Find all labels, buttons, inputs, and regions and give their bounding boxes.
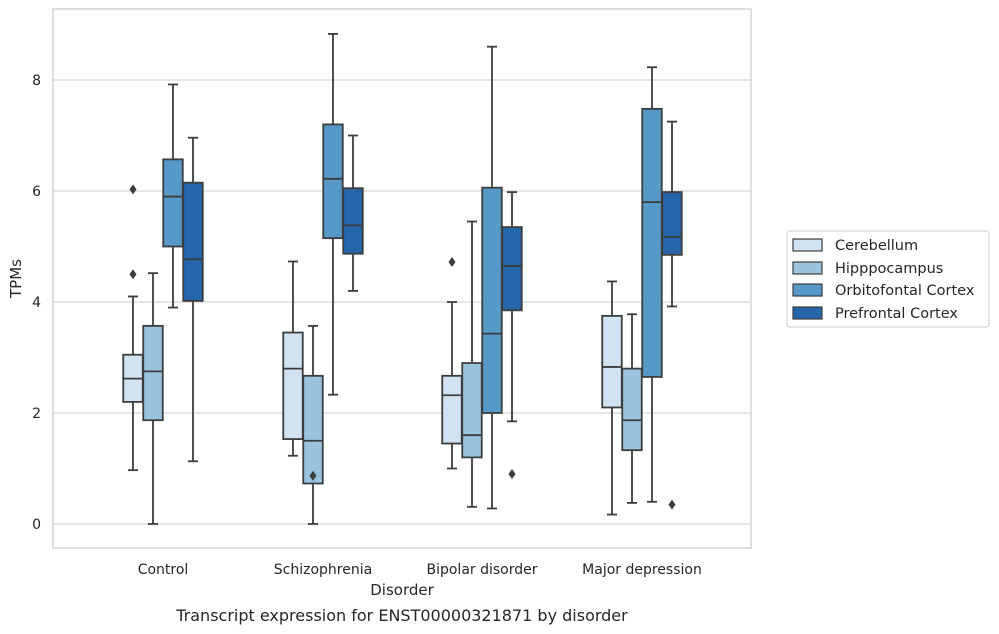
box-body bbox=[142, 324, 164, 422]
boxes-layer bbox=[122, 33, 683, 525]
box-body bbox=[501, 226, 523, 312]
y-tick-label: 8 bbox=[32, 73, 41, 89]
box-2-3 bbox=[641, 66, 663, 503]
box-body bbox=[441, 374, 463, 445]
legend: Cerebellum Hipppocampus Orbitofontal Corte… bbox=[786, 230, 990, 328]
box-body bbox=[182, 181, 204, 302]
box-2-2 bbox=[481, 45, 503, 510]
outlier-point bbox=[129, 269, 137, 280]
legend-label: Prefrontal Cortex bbox=[835, 306, 958, 322]
box-0-3 bbox=[601, 280, 623, 516]
legend-swatch bbox=[792, 261, 823, 275]
box-body bbox=[601, 314, 623, 409]
x-tick-label: Bipolar disorder bbox=[426, 562, 537, 578]
box-body bbox=[162, 158, 184, 248]
y-tick-label: 0 bbox=[32, 517, 41, 533]
box-1-0 bbox=[142, 272, 164, 525]
box-3-1 bbox=[342, 134, 364, 292]
box-body bbox=[621, 367, 643, 452]
box-0-2 bbox=[441, 257, 463, 470]
x-tick-label: Schizophrenia bbox=[274, 562, 372, 578]
y-tick-label: 4 bbox=[32, 295, 41, 311]
outlier-point bbox=[668, 499, 676, 510]
box-0-0 bbox=[122, 184, 144, 472]
box-2-1 bbox=[322, 33, 344, 396]
legend-swatch bbox=[792, 306, 823, 320]
box-1-1 bbox=[302, 324, 324, 525]
legend-label: Cerebellum bbox=[835, 238, 918, 254]
box-body bbox=[661, 191, 683, 256]
box-body bbox=[342, 187, 364, 255]
legend-label: Hipppocampus bbox=[835, 261, 943, 277]
outlier-point bbox=[309, 470, 317, 481]
x-tick-label: Major depression bbox=[582, 562, 702, 578]
legend-item: Cerebellum bbox=[792, 238, 918, 254]
box-3-3 bbox=[661, 120, 683, 510]
box-1-2 bbox=[461, 220, 483, 508]
box-body bbox=[282, 331, 304, 440]
box-0-1 bbox=[282, 260, 304, 457]
box-body bbox=[641, 107, 663, 378]
outlier-point bbox=[508, 469, 516, 480]
legend-swatch bbox=[792, 283, 823, 297]
y-axis-title: TPMs bbox=[7, 259, 25, 299]
legend-item: Orbitofontal Cortex bbox=[792, 283, 975, 299]
y-tick-label: 6 bbox=[32, 184, 41, 200]
box-1-3 bbox=[621, 313, 643, 504]
legend-label: Orbitofontal Cortex bbox=[835, 283, 975, 299]
x-axis-title: Disorder bbox=[370, 581, 434, 599]
y-tick-labels: 0 2 4 6 8 bbox=[32, 73, 41, 533]
box-body bbox=[481, 186, 503, 414]
chart-caption: Transcript expression for ENST0000032187… bbox=[175, 606, 628, 625]
box-body bbox=[461, 362, 483, 459]
outlier-point bbox=[448, 257, 456, 268]
box-3-0 bbox=[182, 136, 204, 463]
box-2-0 bbox=[162, 83, 184, 309]
outlier-point bbox=[129, 184, 137, 195]
y-tick-label: 2 bbox=[32, 406, 41, 422]
legend-frame bbox=[786, 230, 990, 328]
box-3-2 bbox=[501, 191, 523, 480]
legend-item: Prefrontal Cortex bbox=[792, 306, 958, 322]
legend-item: Hipppocampus bbox=[792, 261, 943, 277]
plot-area-frame bbox=[52, 8, 752, 549]
box-body bbox=[322, 123, 344, 240]
x-tick-label: Control bbox=[138, 562, 189, 578]
x-tick-labels: Control Schizophrenia Bipolar disorder Majo… bbox=[138, 562, 702, 578]
legend-swatch bbox=[792, 238, 823, 252]
box-body bbox=[302, 374, 324, 485]
